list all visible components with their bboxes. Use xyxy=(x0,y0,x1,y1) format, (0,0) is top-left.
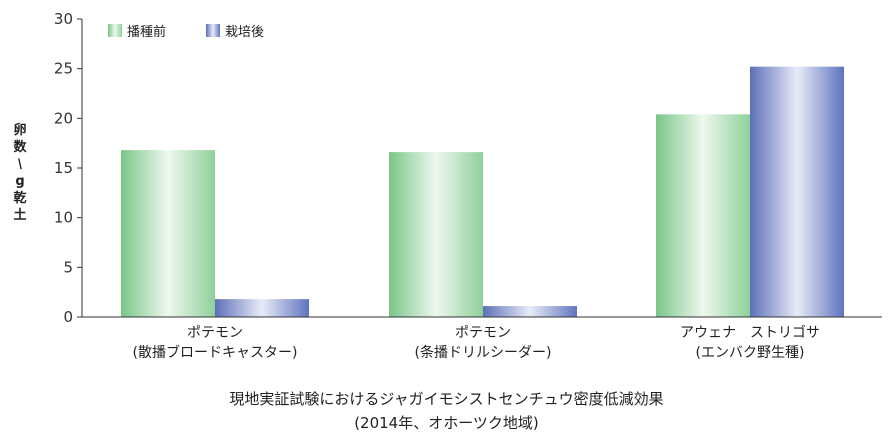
y-axis-ticks: 0 5 10 15 20 25 30 xyxy=(54,10,82,326)
y-tick-label: 0 xyxy=(63,308,73,326)
legend-label: 栽培後 xyxy=(225,24,264,40)
bar xyxy=(389,152,483,317)
chart-subtitle: (2014年、オホーツク地域) xyxy=(354,414,539,432)
x-tick-label: (条播ドリルシーダー) xyxy=(415,344,552,361)
y-axis-label-char: 数 xyxy=(13,139,27,155)
legend-swatch xyxy=(206,24,220,37)
bar xyxy=(483,306,577,317)
y-tick-label: 10 xyxy=(54,209,73,227)
legend-swatch xyxy=(108,24,122,37)
x-tick-label: ポテモン xyxy=(187,325,243,341)
y-tick-label: 20 xyxy=(54,109,73,127)
legend: 播種前 栽培後 xyxy=(108,24,264,40)
bar xyxy=(121,150,215,317)
x-tick-label: (エンバク野生種) xyxy=(696,345,805,361)
bar xyxy=(750,66,844,318)
y-axis-label-char: 土 xyxy=(13,207,26,223)
chart-title: 現地実証試験におけるジャガイモシストセンチュウ密度低減効果 xyxy=(229,390,664,408)
y-tick-label: 30 xyxy=(54,10,73,28)
y-axis-label: 卵数 / g乾土 xyxy=(13,122,27,223)
x-tick-label: アウェナ ストリゴサ xyxy=(680,324,820,341)
category-labels: ポテモン (散播ブロードキャスター) ポテモン (条播ドリルシーダー) アウェナ ストリ… xyxy=(133,324,820,361)
legend-label: 播種前 xyxy=(127,24,166,40)
y-tick-label: 25 xyxy=(54,60,73,78)
axes xyxy=(81,19,882,318)
y-axis-label-char: 乾 xyxy=(13,190,26,206)
y-tick-label: 15 xyxy=(54,159,73,177)
bar xyxy=(656,114,750,317)
y-axis-label-char: / xyxy=(14,157,26,172)
y-axis-label-char: g xyxy=(15,174,24,189)
bars xyxy=(121,66,844,318)
x-tick-label: ポテモン xyxy=(455,325,511,341)
x-tick-label: (散播ブロードキャスター) xyxy=(133,344,298,361)
y-tick-label: 5 xyxy=(63,258,73,276)
bar xyxy=(215,299,309,317)
y-axis-label-char: 卵 xyxy=(13,122,26,138)
